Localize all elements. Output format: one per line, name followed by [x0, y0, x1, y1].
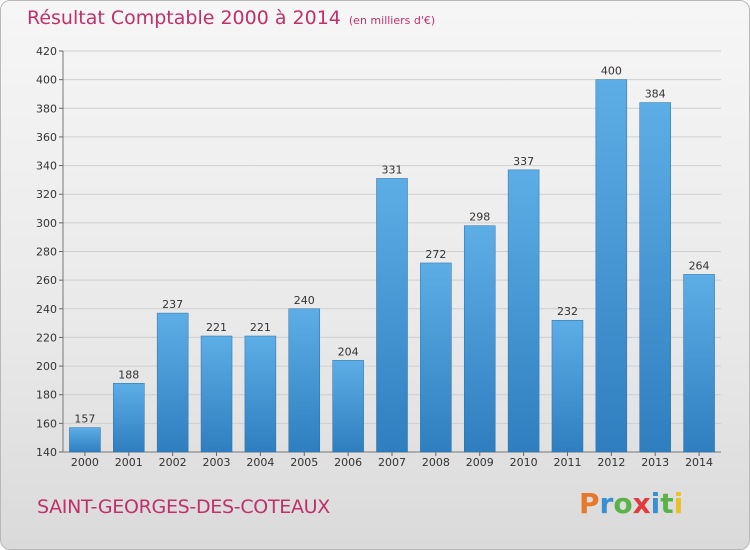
proxiti-logo: Proxiti: [579, 487, 683, 527]
data-label: 204: [338, 345, 359, 358]
x-tick-label: 2012: [597, 456, 625, 469]
data-label: 221: [250, 321, 271, 334]
data-label: 331: [382, 163, 403, 176]
x-tick-label: 2008: [422, 456, 450, 469]
y-tick-label: 240: [36, 303, 57, 316]
x-tick-label: 2000: [71, 456, 99, 469]
y-tick-label: 300: [36, 217, 57, 230]
bar: [332, 360, 364, 453]
bar: [69, 427, 101, 453]
bar: [288, 308, 321, 453]
y-tick-label: 200: [36, 360, 57, 373]
data-label: 232: [557, 305, 578, 318]
y-tick-label: 400: [36, 74, 57, 87]
logo-letter: o: [613, 487, 633, 520]
y-tick-label: 220: [36, 331, 57, 344]
location-name: SAINT-GEORGES-DES-COTEAUX: [37, 496, 330, 518]
bar: [551, 319, 584, 453]
logo-letter: r: [599, 487, 614, 520]
logo-letter: t: [660, 487, 674, 520]
bar: [595, 79, 628, 453]
data-label: 221: [206, 321, 227, 334]
x-tick-label: 2009: [466, 456, 494, 469]
data-label: 240: [294, 294, 315, 307]
y-tick-label: 160: [36, 417, 57, 430]
y-tick-label: 380: [36, 102, 57, 115]
logo-letter: i: [650, 487, 661, 520]
logo-letter: i: [673, 487, 684, 520]
x-tick-label: 2003: [203, 456, 231, 469]
x-tick-label: 2014: [685, 456, 713, 469]
bar: [113, 383, 145, 453]
data-label: 298: [469, 211, 490, 224]
bar: [507, 169, 540, 453]
x-tick-label: 2005: [290, 456, 318, 469]
data-label: 384: [645, 88, 666, 101]
x-tick-label: 2001: [115, 456, 143, 469]
data-label: 337: [513, 155, 534, 168]
y-tick-label: 420: [36, 45, 57, 58]
data-label: 188: [118, 368, 139, 381]
y-tick-label: 180: [36, 389, 57, 402]
bar: [463, 225, 496, 453]
data-label: 157: [74, 413, 95, 426]
y-tick-label: 320: [36, 188, 57, 201]
bar: [156, 312, 189, 453]
chart-unit: (en milliers d'€): [348, 14, 436, 27]
bar: [244, 335, 277, 453]
x-tick-label: 2011: [553, 456, 581, 469]
x-tick-label: 2006: [334, 456, 362, 469]
bar: [639, 102, 671, 453]
chart-title: Résultat Comptable 2000 à 2014 (en millie…: [27, 7, 435, 29]
y-tick-label: 340: [36, 160, 57, 173]
y-tick-label: 280: [36, 246, 57, 259]
y-tick-label: 260: [36, 274, 57, 287]
data-label: 272: [425, 248, 446, 261]
bar: [200, 335, 233, 453]
bar: [420, 262, 452, 453]
logo-letter: P: [579, 487, 600, 520]
x-tick-label: 2004: [246, 456, 274, 469]
x-tick-label: 2002: [159, 456, 187, 469]
bar: [376, 178, 408, 453]
bar: [683, 274, 715, 453]
data-label: 237: [162, 298, 183, 311]
data-label: 400: [601, 65, 622, 78]
chart-title-text: Résultat Comptable 2000 à 2014: [27, 7, 341, 29]
y-tick-label: 140: [36, 446, 57, 459]
y-tick-label: 360: [36, 131, 57, 144]
logo-letter: x: [632, 487, 651, 520]
x-tick-label: 2010: [510, 456, 538, 469]
data-label: 264: [689, 259, 710, 272]
x-tick-label: 2013: [641, 456, 669, 469]
x-tick-label: 2007: [378, 456, 406, 469]
